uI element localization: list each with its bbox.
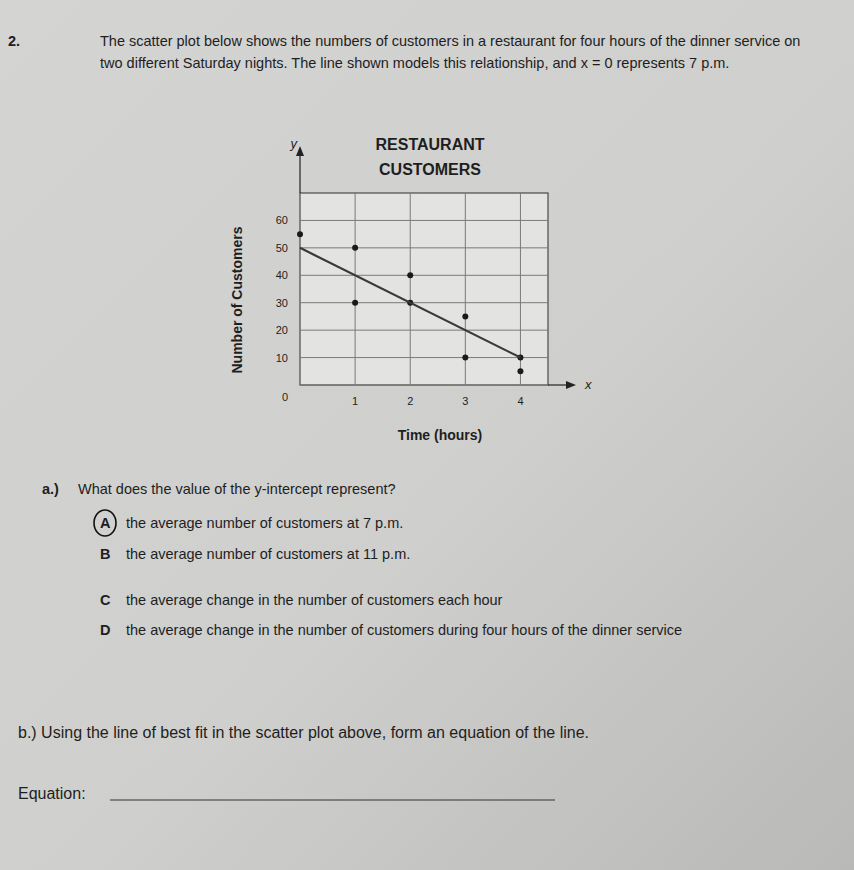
- intro: The scatter plot below shows the numbers…: [100, 30, 820, 74]
- data-point: [462, 313, 468, 319]
- grid-line: [355, 193, 356, 385]
- tick-label: 40: [276, 269, 288, 281]
- data-point: [352, 245, 358, 251]
- tick-label: 10: [276, 352, 288, 364]
- part-label: a.): [42, 478, 59, 500]
- option-text: the average change in the number of cust…: [126, 619, 766, 641]
- option-text: the average change in the number of cust…: [126, 589, 766, 611]
- arrow-head: [566, 381, 576, 389]
- y-axis-arrow: [299, 150, 300, 193]
- problem-number: 2.: [8, 30, 20, 52]
- grid-line: [410, 193, 411, 385]
- plot-frame: [300, 193, 548, 385]
- axis-symbol: x: [584, 377, 592, 392]
- option-letter: B: [100, 543, 110, 565]
- tick-label: 60: [276, 214, 288, 226]
- tick-label: 3: [462, 395, 468, 407]
- option-text: the average number of customers at 7 p.m…: [126, 512, 766, 534]
- data-point: [517, 368, 523, 374]
- grid-line: [300, 385, 548, 386]
- tick-label: 2: [407, 395, 413, 407]
- tick-label: 4: [517, 395, 523, 407]
- chart: RESTAURANTCUSTOMERS12340102030405060yxTi…: [0, 0, 854, 870]
- grid-line: [300, 357, 548, 358]
- tick-label: 20: [276, 324, 288, 336]
- arrow-head: [296, 146, 304, 156]
- tick-label: 30: [276, 297, 288, 309]
- grid-line: [300, 275, 548, 276]
- data-point: [407, 272, 413, 278]
- question: What does the value of the y-intercept r…: [78, 478, 778, 500]
- grid-line: [300, 247, 548, 248]
- answer-circle: [94, 510, 116, 536]
- trend-line: [300, 248, 520, 358]
- y-axis-label: Number of Customers: [229, 226, 245, 373]
- chart-title: RESTAURANT: [375, 136, 484, 153]
- data-group: [297, 231, 523, 374]
- question-b: b.) Using the line of best fit in the sc…: [18, 722, 818, 744]
- data-point: [352, 300, 358, 306]
- tick-label: 1: [352, 395, 358, 407]
- option-letter: D: [100, 619, 110, 641]
- tick-label: 50: [276, 242, 288, 254]
- option-letter: C: [100, 589, 110, 611]
- option-text: the average number of customers at 11 p.…: [126, 543, 766, 565]
- answer-blank: [110, 800, 555, 801]
- answer-label: Equation:: [18, 783, 86, 805]
- tick-label: 0: [282, 391, 288, 403]
- grid-line: [300, 220, 548, 221]
- data-point: [297, 231, 303, 237]
- chart-title: CUSTOMERS: [379, 161, 481, 178]
- data-point: [462, 355, 468, 361]
- grid-line: [300, 302, 548, 303]
- grid-line: [300, 330, 548, 331]
- option-letter: A: [100, 512, 110, 534]
- axis-symbol: y: [290, 136, 299, 151]
- x-axis-label: Time (hours): [398, 427, 483, 443]
